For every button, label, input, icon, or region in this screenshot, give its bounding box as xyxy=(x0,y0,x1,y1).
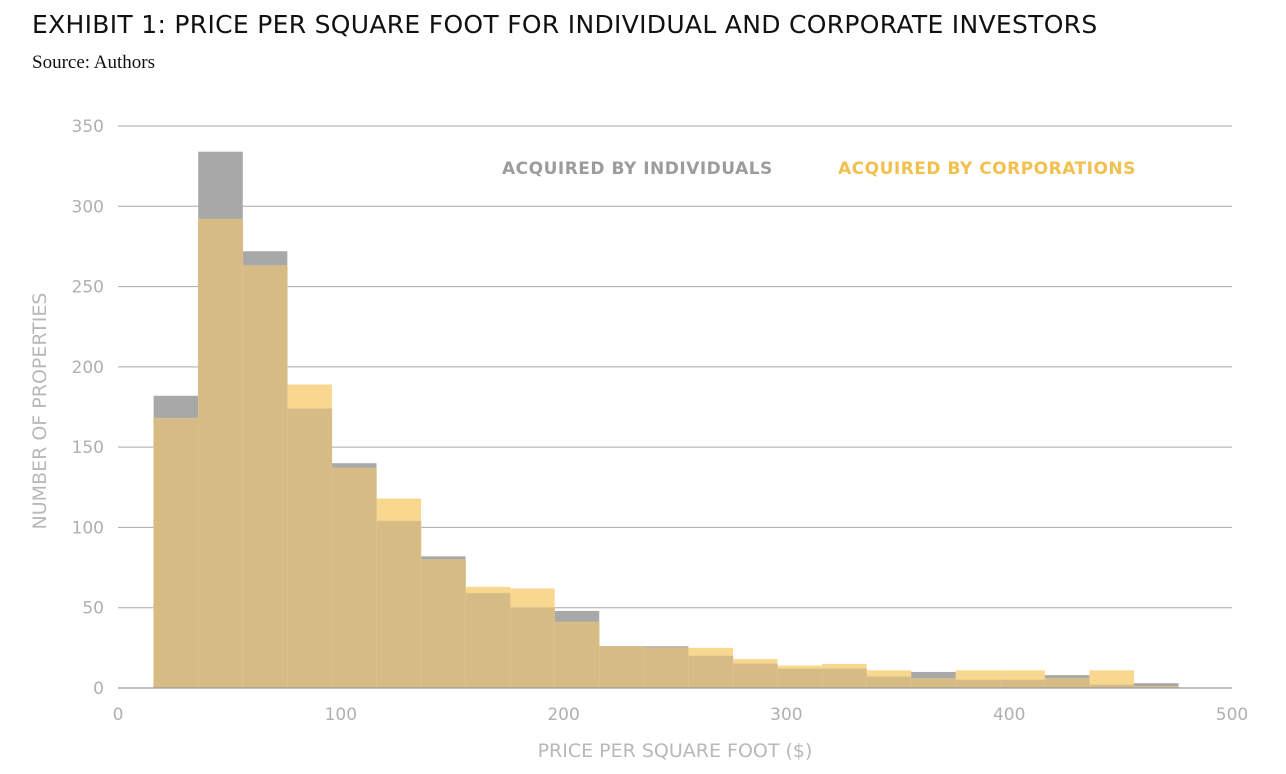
bar-overlap xyxy=(999,679,1046,689)
bar-overlap xyxy=(197,218,244,689)
bar-overlap xyxy=(1044,678,1090,689)
gridlines xyxy=(118,125,1232,609)
bar-overlap xyxy=(777,668,823,689)
bar-overlap xyxy=(732,663,778,689)
bar-overlap xyxy=(821,668,867,689)
bar-overlap xyxy=(242,265,288,689)
bar-overlap xyxy=(866,676,912,689)
legend-individuals: ACQUIRED BY INDIVIDUALS xyxy=(502,159,773,179)
y-tick-label: 300 xyxy=(72,197,104,217)
bar-overlap xyxy=(420,559,466,689)
y-tick-label: 0 xyxy=(93,679,104,699)
x-tick-labels: 0 100 200 300 400 500 xyxy=(113,705,1249,725)
y-axis-label: NUMBER OF PROPERTIES xyxy=(29,293,51,530)
bar-overlap xyxy=(910,678,957,689)
x-tick-label: 500 xyxy=(1216,705,1248,725)
y-tick-label: 250 xyxy=(72,278,104,298)
bar-corporations xyxy=(1089,670,1134,688)
bar-overlap xyxy=(153,417,199,689)
x-tick-label: 0 xyxy=(113,705,124,725)
bar-overlap xyxy=(688,655,734,689)
bar-individuals xyxy=(1133,683,1179,688)
bar-overlap xyxy=(331,467,377,689)
y-tick-labels: 0 50 100 150 200 250 300 350 xyxy=(72,117,104,699)
bar-overlap xyxy=(643,647,689,689)
x-axis-label: PRICE PER SQUARE FOOT ($) xyxy=(538,740,813,762)
y-tick-label: 200 xyxy=(72,358,104,378)
y-tick-label: 50 xyxy=(82,599,104,619)
chart-subtitle: Source: Authors xyxy=(32,52,155,73)
y-tick-label: 150 xyxy=(72,438,104,458)
y-tick-label: 100 xyxy=(72,518,104,538)
bar-overlap xyxy=(955,679,1001,689)
chart-title: EXHIBIT 1: PRICE PER SQUARE FOOT FOR IND… xyxy=(32,10,1098,39)
x-tick-label: 400 xyxy=(993,705,1025,725)
x-tick-label: 100 xyxy=(325,705,357,725)
bar-overlap xyxy=(465,592,511,689)
bar-overlap xyxy=(509,607,555,689)
y-tick-label: 350 xyxy=(72,117,104,137)
x-tick-label: 300 xyxy=(770,705,802,725)
bar-overlap xyxy=(287,408,333,689)
bar-overlap xyxy=(376,520,422,689)
x-tick-label: 200 xyxy=(547,705,579,725)
bars-overlap xyxy=(153,218,1179,689)
legend-corporations: ACQUIRED BY CORPORATIONS xyxy=(838,159,1136,179)
bar-overlap xyxy=(598,645,645,689)
bar-overlap xyxy=(554,621,600,689)
